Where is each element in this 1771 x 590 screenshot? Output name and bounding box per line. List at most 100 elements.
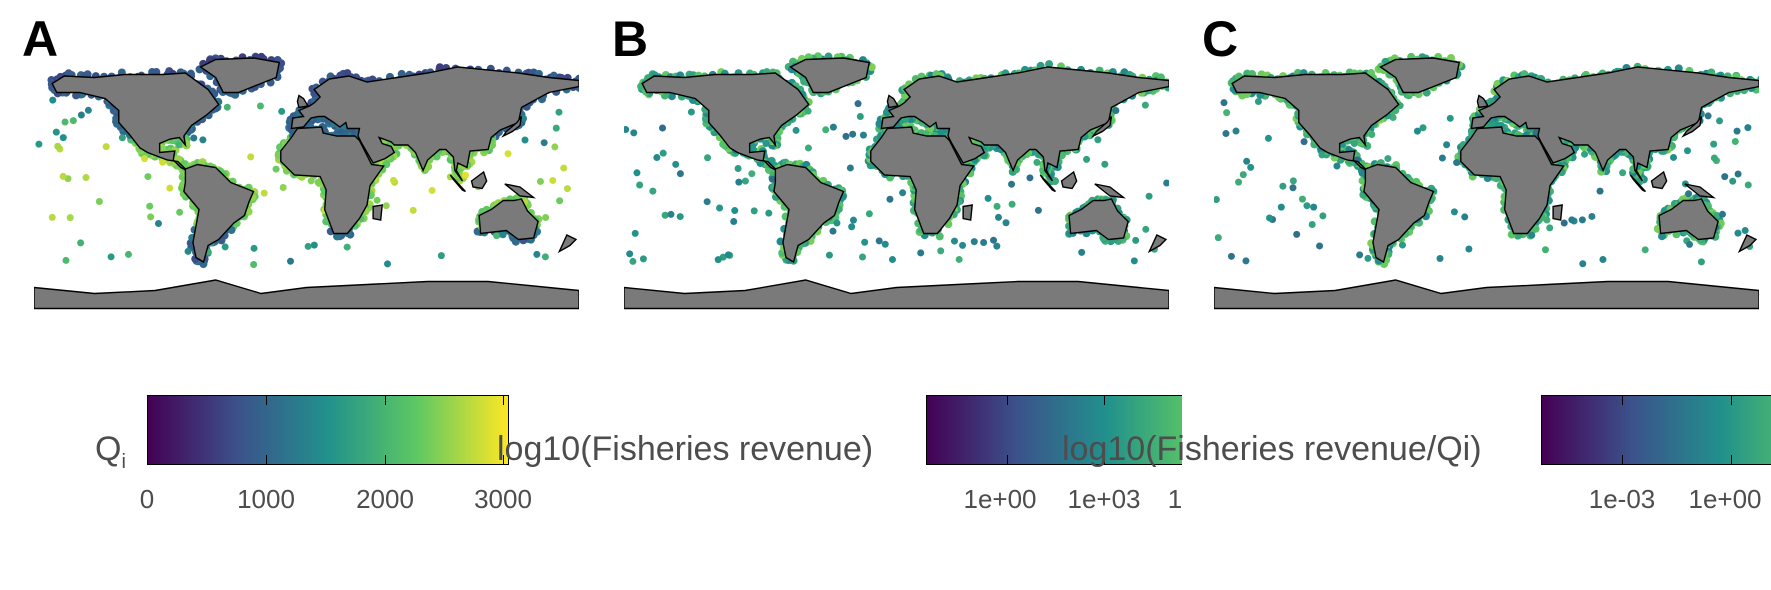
- ocean-point: [970, 238, 978, 246]
- ocean-point: [175, 141, 183, 149]
- colorbar-a-title-sub: i: [121, 450, 126, 473]
- ocean-point: [1227, 252, 1235, 260]
- ocean-point: [980, 238, 988, 246]
- ocean-point: [865, 210, 873, 218]
- ocean-point: [1318, 151, 1326, 159]
- land-polygon: [1231, 72, 1400, 172]
- ocean-point: [1235, 178, 1243, 186]
- ocean-point: [1744, 124, 1752, 132]
- ocean-point: [1419, 124, 1427, 132]
- land-polygon: [1470, 66, 1759, 182]
- ocean-point: [1293, 230, 1301, 238]
- ocean-point: [1697, 258, 1705, 266]
- world-map-b: [624, 52, 1169, 310]
- map-a: [34, 40, 579, 318]
- ocean-point: [676, 170, 684, 178]
- ocean-point: [937, 247, 945, 255]
- ocean-point: [849, 216, 857, 224]
- ocean-point: [1264, 134, 1272, 142]
- ocean-point: [859, 131, 867, 139]
- ocean-point: [1596, 187, 1604, 195]
- ocean-point: [147, 213, 155, 221]
- ocean-point: [1316, 242, 1324, 250]
- land-polygon: [1681, 116, 1703, 138]
- land-polygon: [1658, 198, 1719, 241]
- land-polygon: [183, 163, 255, 264]
- land-polygon: [504, 183, 536, 199]
- ocean-point: [84, 106, 92, 114]
- ocean-point: [542, 214, 550, 222]
- colorbar-c-tick: [1731, 395, 1732, 405]
- ocean-point: [1242, 257, 1250, 265]
- ocean-point: [1528, 231, 1536, 239]
- ocean-point: [1669, 153, 1677, 161]
- ocean-point: [144, 173, 152, 181]
- ocean-point: [1350, 140, 1358, 148]
- ocean-point: [630, 129, 638, 137]
- ocean-point: [1599, 255, 1607, 263]
- ocean-point: [563, 185, 571, 193]
- ocean-point: [731, 207, 739, 215]
- land-polygon: [372, 204, 383, 221]
- ocean-point: [1438, 154, 1446, 162]
- ocean-point: [1716, 117, 1724, 125]
- ocean-point: [260, 189, 268, 197]
- map-b: [624, 40, 1169, 318]
- ocean-point: [875, 237, 883, 245]
- ocean-point: [748, 170, 756, 178]
- land-polygon: [280, 126, 385, 235]
- ocean-point: [993, 202, 1001, 210]
- ocean-point: [382, 202, 390, 210]
- ocean-point: [314, 178, 322, 186]
- ocean-point: [1581, 150, 1589, 158]
- ocean-point: [633, 169, 641, 177]
- ocean-point: [881, 240, 889, 248]
- ocean-point: [1686, 240, 1694, 248]
- ocean-point: [1145, 192, 1153, 200]
- colorbar-a-tick: [503, 455, 504, 465]
- ocean-point: [993, 242, 1001, 250]
- ocean-point: [659, 149, 667, 157]
- ocean-point: [724, 251, 732, 259]
- ocean-point: [272, 165, 280, 173]
- ocean-point: [549, 176, 557, 184]
- ocean-point: [1368, 130, 1376, 138]
- ocean-point: [1641, 246, 1649, 254]
- ocean-point: [533, 250, 541, 258]
- ocean-point: [1718, 210, 1726, 218]
- colorbar-b-title: log10(Fisheries revenue): [497, 430, 874, 468]
- ocean-point: [861, 238, 869, 246]
- ocean-point: [1683, 147, 1691, 155]
- ocean-point: [804, 107, 812, 115]
- land-polygon: [880, 66, 1169, 182]
- ocean-point: [1685, 190, 1693, 198]
- ocean-point: [343, 243, 351, 251]
- colorbar-a-title-main: Q: [95, 430, 122, 468]
- ocean-point: [990, 236, 998, 244]
- ocean-point: [1364, 254, 1372, 262]
- colorbar-a-tick-label: 2000: [356, 484, 414, 514]
- ocean-point: [124, 250, 132, 258]
- ocean-point: [278, 107, 286, 115]
- colorbar-c-gradient: [1541, 395, 1771, 465]
- ocean-point: [279, 184, 287, 192]
- colorbar-c-tick: [1622, 455, 1623, 465]
- ocean-point: [1026, 174, 1034, 182]
- ocean-point: [1078, 248, 1086, 256]
- ocean-point: [935, 232, 944, 241]
- world-map-c: [1214, 52, 1759, 310]
- ocean-point: [221, 243, 229, 251]
- land-polygon: [870, 126, 975, 235]
- ocean-point: [1214, 196, 1220, 204]
- ocean-point: [504, 150, 512, 158]
- land-polygon: [34, 279, 579, 310]
- ocean-point: [653, 154, 661, 162]
- land-polygon: [296, 94, 310, 109]
- colorbar-b-tick: [1104, 455, 1105, 465]
- ocean-point: [555, 108, 563, 116]
- ocean-point: [166, 184, 174, 192]
- land-polygon: [1091, 116, 1113, 138]
- colorbar-a-title: Qi: [95, 430, 126, 474]
- ocean-point: [859, 253, 867, 261]
- ocean-point: [1083, 155, 1091, 163]
